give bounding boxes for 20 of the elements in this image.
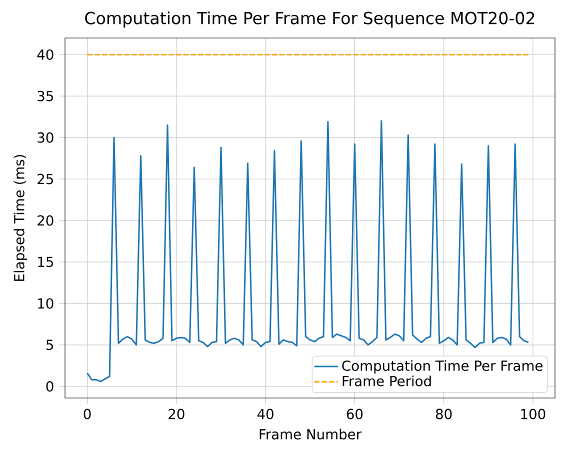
x-tick-label: 20 [168, 408, 184, 420]
chart-title: Computation Time Per Frame For Sequence MOT20-02 [85, 12, 534, 28]
legend-label: Computation Time Per Frame [342, 360, 543, 374]
x-tick-label: 100 [521, 408, 546, 420]
y-tick-label: 25 [38, 174, 53, 184]
y-tick-label: 35 [38, 90, 53, 102]
x-tick-label: 0 [84, 408, 91, 420]
y-axis-title: Elapsed Time (ms) [14, 154, 28, 281]
y-tick-label: 15 [38, 256, 53, 268]
y-tick-label: 5 [46, 340, 53, 350]
y-tick-label: 10 [38, 298, 54, 309]
x-tick-label: 80 [436, 408, 452, 420]
y-tick-label: 40 [37, 49, 54, 60]
y-tick-label: 0 [46, 381, 54, 392]
x-tick-label: 60 [346, 408, 363, 420]
y-tick-label: 20 [38, 215, 54, 226]
x-axis-title: Frame Number [260, 428, 362, 440]
y-tick-label: 30 [38, 132, 54, 143]
x-tick-label: 40 [257, 408, 274, 420]
legend-label: Frame Period [342, 376, 431, 386]
